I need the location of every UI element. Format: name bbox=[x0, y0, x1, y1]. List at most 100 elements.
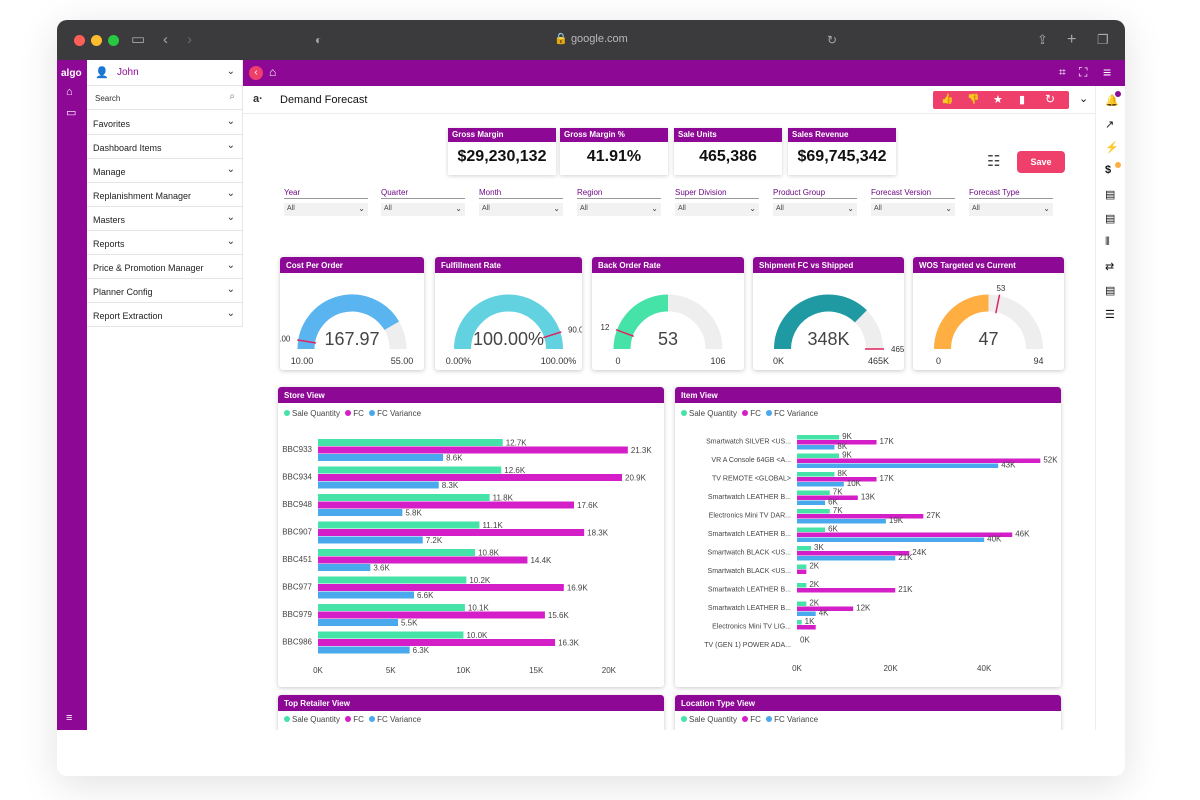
filter-select[interactable]: All ⌄ bbox=[773, 203, 857, 216]
filter-select[interactable]: All ⌄ bbox=[871, 203, 955, 216]
star-icon[interactable]: ★ bbox=[993, 94, 1003, 106]
filter-forecast-version: Forecast Version All ⌄ bbox=[871, 188, 955, 216]
gauge-min-label: 0K bbox=[773, 356, 784, 366]
menu-label: Masters bbox=[93, 215, 126, 225]
chevron-down-icon: ⌄ bbox=[226, 236, 235, 247]
bar-value-label: 17K bbox=[880, 437, 895, 446]
maximize-window-button[interactable] bbox=[108, 35, 119, 46]
bar bbox=[797, 537, 985, 542]
filter-select[interactable]: All ⌄ bbox=[284, 203, 368, 216]
bar-value-label: 17.6K bbox=[577, 501, 599, 510]
shield-icon[interactable]: ◐ bbox=[315, 33, 323, 47]
bar-value-label: 16.9K bbox=[567, 584, 589, 593]
chevron-down-icon[interactable]: ⌄ bbox=[1079, 93, 1089, 105]
filter-select[interactable]: All ⌄ bbox=[969, 203, 1053, 216]
axis-tick-label: 20K bbox=[602, 666, 617, 675]
waveform-icon[interactable]: ⦀ bbox=[1105, 236, 1110, 248]
bar-value-label: 5.8K bbox=[405, 509, 422, 518]
filter-select[interactable]: All ⌄ bbox=[577, 203, 661, 216]
menu-item-reports[interactable]: Reports ⌄ bbox=[87, 231, 243, 255]
user-menu[interactable]: 👤 John ⌄ bbox=[87, 60, 243, 86]
filter-value: All bbox=[384, 205, 392, 212]
chevron-down-icon: ⌄ bbox=[226, 188, 235, 199]
gauge-card-fulfillment-rate: Fulfillment Rate 100.00% 0.00% 100.00% 90.0… bbox=[435, 257, 582, 370]
filter-select[interactable]: All ⌄ bbox=[675, 203, 759, 216]
menu-item-dashboard-items[interactable]: Dashboard Items ⌄ bbox=[87, 135, 243, 159]
sidebar-search[interactable]: Search ⌕ bbox=[87, 86, 243, 110]
kpi-gross-margin: Gross Margin $29,230,132 bbox=[448, 128, 556, 175]
shrink-icon[interactable]: ⌗ bbox=[1059, 65, 1066, 79]
hamburger-menu-icon[interactable]: ≡ bbox=[1103, 64, 1112, 80]
document-icon[interactable]: ▤ bbox=[1105, 189, 1116, 201]
new-tab-icon[interactable]: + bbox=[1067, 31, 1077, 48]
minimize-window-button[interactable] bbox=[91, 35, 102, 46]
gauge-fill bbox=[297, 294, 400, 350]
menu-item-manage[interactable]: Manage ⌄ bbox=[87, 159, 243, 183]
legend-swatch bbox=[742, 716, 749, 722]
bell-icon[interactable]: 🔔 bbox=[1105, 95, 1119, 107]
forward-icon[interactable]: › bbox=[187, 31, 192, 48]
menu-item-price-promotion-manager[interactable]: Price & Promotion Manager ⌄ bbox=[87, 255, 243, 279]
filter-product-group: Product Group All ⌄ bbox=[773, 188, 857, 216]
category-label: BBC934 bbox=[282, 472, 312, 481]
file-icon[interactable]: ▤ bbox=[1105, 285, 1116, 297]
document-check-icon[interactable]: ▤ bbox=[1105, 213, 1116, 225]
gauge-fill bbox=[613, 294, 669, 350]
filter-select[interactable]: All ⌄ bbox=[479, 203, 563, 216]
axis-tick-label: 40K bbox=[977, 664, 992, 673]
card-title: Back Order Rate bbox=[592, 257, 744, 273]
menu-item-report-extraction[interactable]: Report Extraction ⌄ bbox=[87, 303, 243, 327]
gauge-value: 53 bbox=[658, 329, 678, 349]
collapse-icon[interactable]: ‹ bbox=[249, 66, 263, 80]
bar-value-label: 5.5K bbox=[401, 619, 418, 628]
bar bbox=[797, 440, 877, 445]
trend-icon[interactable]: ↗ bbox=[1105, 119, 1115, 131]
legend-label: Sale Quantity bbox=[689, 409, 738, 418]
list-add-icon[interactable]: ☰ bbox=[1105, 309, 1115, 321]
chart-legend: Sale Quantity FC FC Variance bbox=[284, 409, 421, 418]
filter-settings-icon[interactable]: ☷ bbox=[987, 153, 1001, 170]
bolt-icon[interactable]: ⚡ bbox=[1105, 142, 1119, 154]
gauge-card-cost-per-order: Cost Per Order 167.97 10.00 55.00 20.00 bbox=[280, 257, 424, 370]
share-icon[interactable]: ⇪ bbox=[1037, 32, 1048, 47]
fullscreen-icon[interactable]: ⛶ bbox=[1079, 65, 1088, 79]
thumbs-up-icon[interactable]: 👍 bbox=[941, 94, 954, 105]
settings-sliders-icon[interactable]: ≡ bbox=[66, 712, 73, 724]
menu-item-masters[interactable]: Masters ⌄ bbox=[87, 207, 243, 231]
bar bbox=[797, 509, 830, 514]
close-window-button[interactable] bbox=[74, 35, 85, 46]
reload-icon[interactable]: ↻ bbox=[827, 33, 838, 47]
filter-value: All bbox=[678, 205, 686, 212]
menu-item-planner-config[interactable]: Planner Config ⌄ bbox=[87, 279, 243, 303]
page-header: a· Demand Forecast 👍 👎 ★ ▮ ↻ ⌄ bbox=[243, 86, 1095, 114]
filter-value: All bbox=[874, 205, 882, 212]
save-button[interactable]: Save bbox=[1017, 151, 1065, 173]
thumbs-down-icon[interactable]: 👎 bbox=[967, 94, 980, 105]
refresh-icon[interactable]: ↻ bbox=[1045, 92, 1056, 106]
menu-item-replanishment-manager[interactable]: Replanishment Manager ⌄ bbox=[87, 183, 243, 207]
bar-value-label: 8K bbox=[837, 442, 847, 451]
legend-label: FC Variance bbox=[774, 409, 819, 418]
bar bbox=[318, 549, 476, 556]
back-icon[interactable]: ‹ bbox=[163, 31, 168, 48]
bar-value-label: 10.1K bbox=[468, 604, 490, 613]
search-input[interactable]: Search bbox=[95, 94, 121, 103]
axis-tick-label: 0K bbox=[792, 664, 802, 673]
menu-item-favorites[interactable]: Favorites ⌄ bbox=[87, 111, 243, 135]
legend-swatch bbox=[284, 716, 290, 722]
legend-label: FC bbox=[750, 715, 761, 724]
gauge-value: 167.97 bbox=[324, 329, 379, 349]
home-rail-icon[interactable]: ⌂ bbox=[66, 86, 73, 98]
address-bar[interactable]: 🔒 google.com bbox=[57, 32, 1125, 45]
top-retailer-view-card: Top Retailer View Sale Quantity FC FC Va… bbox=[278, 695, 664, 730]
filter-select[interactable]: All ⌄ bbox=[381, 203, 465, 216]
transfer-icon[interactable]: ⇄ bbox=[1105, 261, 1115, 273]
tabs-overview-icon[interactable]: ❐ bbox=[1097, 32, 1109, 47]
home-icon[interactable]: ⌂ bbox=[269, 65, 277, 79]
sidebar-toggle-icon[interactable]: ▭ bbox=[131, 31, 146, 48]
category-label: TV REMOTE <GLOBAL> bbox=[712, 475, 791, 482]
dollar-icon[interactable]: $ bbox=[1105, 164, 1112, 176]
menu-label: Manage bbox=[93, 167, 126, 177]
trash-icon[interactable]: ▮ bbox=[1019, 94, 1026, 106]
devices-rail-icon[interactable]: ▭ bbox=[66, 107, 77, 119]
